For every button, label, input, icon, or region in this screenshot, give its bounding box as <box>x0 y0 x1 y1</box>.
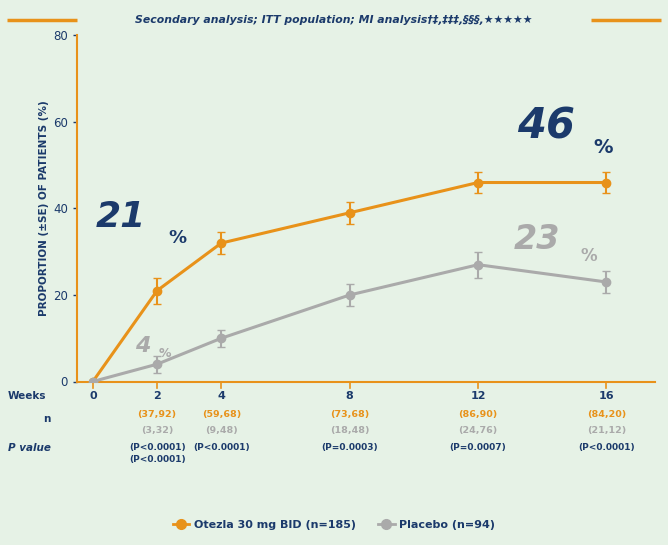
Text: 8: 8 <box>346 391 353 401</box>
Text: (3,32): (3,32) <box>141 426 173 435</box>
Text: (59,68): (59,68) <box>202 410 241 419</box>
Text: Weeks: Weeks <box>8 391 47 401</box>
Text: 4: 4 <box>217 391 225 401</box>
Text: (P=0.0003): (P=0.0003) <box>321 443 378 452</box>
Text: (P<0.0001): (P<0.0001) <box>129 455 186 464</box>
Text: %: % <box>159 347 171 360</box>
Text: 0: 0 <box>89 391 97 401</box>
Text: (18,48): (18,48) <box>330 426 369 435</box>
Text: (9,48): (9,48) <box>205 426 238 435</box>
Text: 21: 21 <box>96 201 146 234</box>
Text: (86,90): (86,90) <box>458 410 498 419</box>
Text: (24,76): (24,76) <box>458 426 498 435</box>
Text: 2: 2 <box>153 391 161 401</box>
Text: 16: 16 <box>599 391 615 401</box>
Text: (P<0.0001): (P<0.0001) <box>193 443 250 452</box>
Text: (P<0.0001): (P<0.0001) <box>578 443 635 452</box>
Text: n: n <box>43 414 51 424</box>
Text: (84,20): (84,20) <box>587 410 626 419</box>
Text: 46: 46 <box>516 106 574 148</box>
Text: 23: 23 <box>514 223 560 256</box>
Text: P value: P value <box>8 443 51 452</box>
Y-axis label: PROPORTION (±SE) OF PATIENTS (%): PROPORTION (±SE) OF PATIENTS (%) <box>39 101 49 316</box>
Text: %: % <box>168 229 186 247</box>
Text: Secondary analysis; ITT population; MI analysis†‡,‡‡‡,§§§,★★★★★: Secondary analysis; ITT population; MI a… <box>135 15 533 25</box>
Text: %: % <box>580 247 597 265</box>
Text: (21,12): (21,12) <box>587 426 626 435</box>
Text: (73,68): (73,68) <box>330 410 369 419</box>
Text: 12: 12 <box>470 391 486 401</box>
Text: (P<0.0001): (P<0.0001) <box>129 443 186 452</box>
Text: %: % <box>594 137 613 156</box>
Text: (37,92): (37,92) <box>138 410 176 419</box>
Legend: Otezla 30 mg BID (n=185), Placebo (n=94): Otezla 30 mg BID (n=185), Placebo (n=94) <box>168 515 500 534</box>
Text: (P=0.0007): (P=0.0007) <box>450 443 506 452</box>
Text: 4: 4 <box>135 336 150 355</box>
